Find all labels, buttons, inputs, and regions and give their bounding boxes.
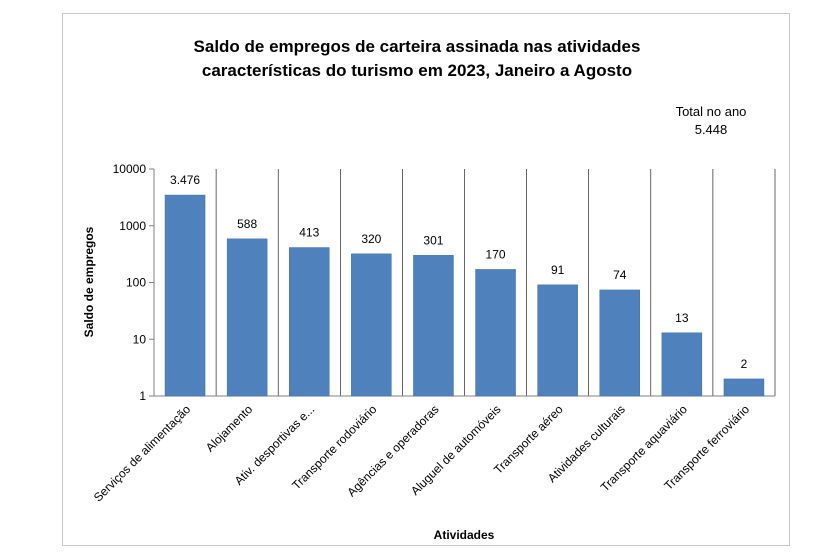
data-label: 320 [361, 232, 381, 246]
bar [661, 332, 703, 397]
data-label: 74 [613, 268, 627, 282]
y-tick-label: 10 [133, 332, 147, 346]
bar [475, 269, 516, 397]
data-label: 588 [237, 217, 257, 231]
total-annotation-value: 5.448 [695, 122, 728, 137]
y-axis-title: Saldo de empregos [82, 226, 96, 337]
bar [723, 378, 765, 397]
data-label: 13 [675, 311, 689, 325]
x-tick-label: Serviços de alimentação [91, 402, 194, 505]
x-axis-title: Atividades [434, 528, 495, 542]
data-label: 91 [551, 263, 565, 277]
data-label: 170 [486, 247, 506, 261]
chart-title: Saldo de empregos de carteira assinada n… [194, 37, 641, 80]
y-tick-label: 1 [139, 389, 146, 403]
data-label: 301 [423, 233, 443, 247]
chart-frame: Saldo de empregos de carteira assinada n… [62, 13, 790, 546]
data-label: 2 [741, 357, 748, 371]
bar [351, 253, 392, 397]
bar [289, 247, 330, 397]
bar [599, 289, 640, 397]
x-tick-label: Alojamento [203, 402, 256, 455]
y-tick-label: 100 [126, 276, 146, 290]
bar [226, 238, 268, 397]
bar [537, 284, 578, 397]
chart-svg: Saldo de empregos de carteira assinada n… [82, 37, 776, 542]
data-label: 3.476 [170, 173, 200, 187]
chart-title-line-2: características do turismo em 2023, Jane… [202, 61, 632, 80]
plot-area: 1 10 100 1000 10000 3.476 Serviços de alimenta… [91, 162, 776, 505]
total-annotation-label: Total no ano [676, 104, 747, 119]
bar [413, 255, 454, 397]
y-tick-label: 1000 [119, 219, 146, 233]
y-tick-label: 10000 [113, 162, 147, 176]
data-label: 413 [299, 226, 319, 240]
bar [164, 194, 206, 397]
chart-title-line-1: Saldo de empregos de carteira assinada n… [194, 37, 641, 56]
